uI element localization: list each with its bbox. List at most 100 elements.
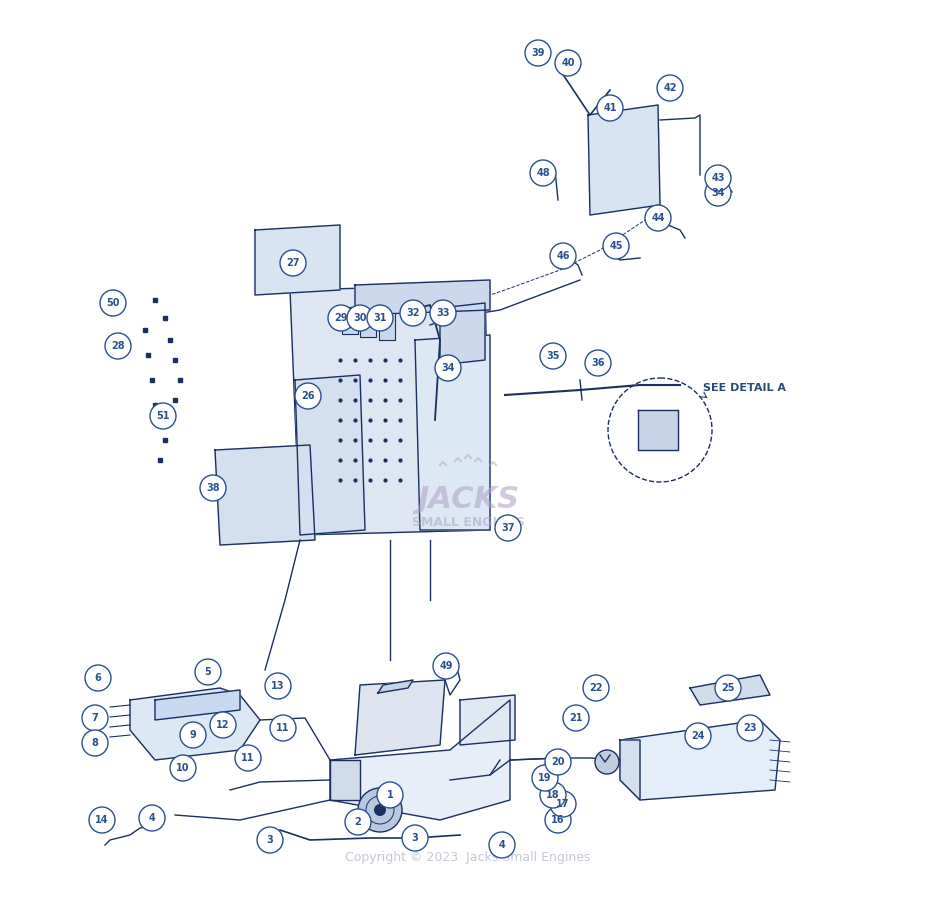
Text: 11: 11 (241, 753, 255, 763)
Polygon shape (460, 695, 515, 745)
Circle shape (489, 832, 515, 858)
Polygon shape (379, 313, 395, 340)
Text: SMALL ENGINES: SMALL ENGINES (412, 515, 524, 529)
Circle shape (265, 673, 291, 699)
Circle shape (400, 300, 426, 326)
Polygon shape (342, 307, 358, 334)
Circle shape (195, 659, 221, 685)
Text: 22: 22 (590, 683, 603, 693)
Text: 11: 11 (276, 723, 290, 733)
Text: 33: 33 (436, 308, 450, 318)
Circle shape (377, 782, 403, 808)
Polygon shape (290, 285, 490, 535)
Polygon shape (378, 680, 413, 693)
Text: 13: 13 (271, 681, 285, 691)
Text: 42: 42 (664, 83, 677, 93)
Polygon shape (355, 280, 490, 315)
Polygon shape (690, 675, 770, 705)
Polygon shape (215, 445, 315, 545)
Circle shape (715, 675, 741, 701)
Text: 34: 34 (711, 188, 724, 198)
Circle shape (100, 290, 126, 316)
Circle shape (583, 675, 609, 701)
Text: 3: 3 (267, 835, 273, 845)
Circle shape (402, 825, 428, 851)
Text: 37: 37 (502, 523, 515, 533)
Circle shape (532, 765, 558, 791)
Circle shape (685, 723, 711, 749)
Text: 41: 41 (603, 103, 617, 113)
Polygon shape (588, 105, 660, 215)
Text: 2: 2 (355, 817, 361, 827)
Circle shape (603, 233, 629, 259)
Text: 18: 18 (547, 790, 560, 800)
Text: 36: 36 (592, 358, 605, 368)
Circle shape (280, 250, 306, 276)
Text: 39: 39 (532, 48, 545, 58)
Text: 28: 28 (111, 341, 124, 351)
Polygon shape (415, 335, 490, 530)
Circle shape (328, 305, 354, 331)
Circle shape (525, 40, 551, 66)
Circle shape (170, 755, 196, 781)
Circle shape (139, 805, 165, 831)
Polygon shape (255, 225, 340, 295)
Polygon shape (155, 690, 240, 720)
Text: 51: 51 (156, 411, 169, 421)
Circle shape (540, 782, 566, 808)
Text: 10: 10 (176, 763, 190, 773)
Text: 26: 26 (301, 391, 314, 401)
Polygon shape (638, 410, 678, 450)
Polygon shape (360, 310, 376, 337)
Text: SEE DETAIL A: SEE DETAIL A (703, 383, 786, 393)
Circle shape (235, 745, 261, 771)
Polygon shape (130, 688, 260, 760)
Circle shape (550, 243, 576, 269)
Circle shape (540, 343, 566, 369)
Text: 25: 25 (722, 683, 735, 693)
Circle shape (257, 827, 283, 853)
Text: 3: 3 (412, 833, 418, 843)
Text: 38: 38 (206, 483, 220, 493)
Text: 45: 45 (609, 241, 622, 251)
Circle shape (358, 788, 402, 832)
Text: 44: 44 (651, 213, 665, 223)
Text: 43: 43 (711, 173, 724, 183)
Text: 8: 8 (92, 738, 98, 748)
Text: 46: 46 (556, 251, 570, 261)
Text: 30: 30 (353, 313, 367, 323)
Circle shape (347, 305, 373, 331)
Circle shape (367, 305, 393, 331)
Polygon shape (355, 680, 445, 755)
Circle shape (200, 475, 226, 501)
Circle shape (295, 383, 321, 409)
Circle shape (430, 300, 456, 326)
Text: 32: 32 (406, 308, 419, 318)
Polygon shape (440, 303, 485, 365)
Circle shape (270, 715, 296, 741)
Text: 9: 9 (190, 730, 197, 740)
Circle shape (585, 350, 611, 376)
Circle shape (89, 807, 115, 833)
Text: 4: 4 (499, 840, 505, 850)
Text: 31: 31 (373, 313, 387, 323)
Text: 24: 24 (692, 731, 705, 741)
Circle shape (435, 355, 461, 381)
Text: 20: 20 (551, 757, 564, 767)
Text: 49: 49 (439, 661, 453, 671)
Circle shape (545, 807, 571, 833)
Text: 14: 14 (95, 815, 109, 825)
Circle shape (82, 730, 108, 756)
Text: Copyright © 2023  Jacks Small Engines: Copyright © 2023 Jacks Small Engines (345, 850, 591, 864)
Circle shape (345, 809, 371, 835)
Text: 40: 40 (562, 58, 575, 68)
Circle shape (657, 75, 683, 101)
Circle shape (105, 333, 131, 359)
Polygon shape (620, 720, 780, 800)
Text: 19: 19 (538, 773, 551, 783)
Circle shape (645, 205, 671, 231)
Text: 21: 21 (569, 713, 583, 723)
Polygon shape (620, 740, 640, 800)
Polygon shape (330, 700, 510, 820)
Text: 17: 17 (556, 799, 570, 809)
